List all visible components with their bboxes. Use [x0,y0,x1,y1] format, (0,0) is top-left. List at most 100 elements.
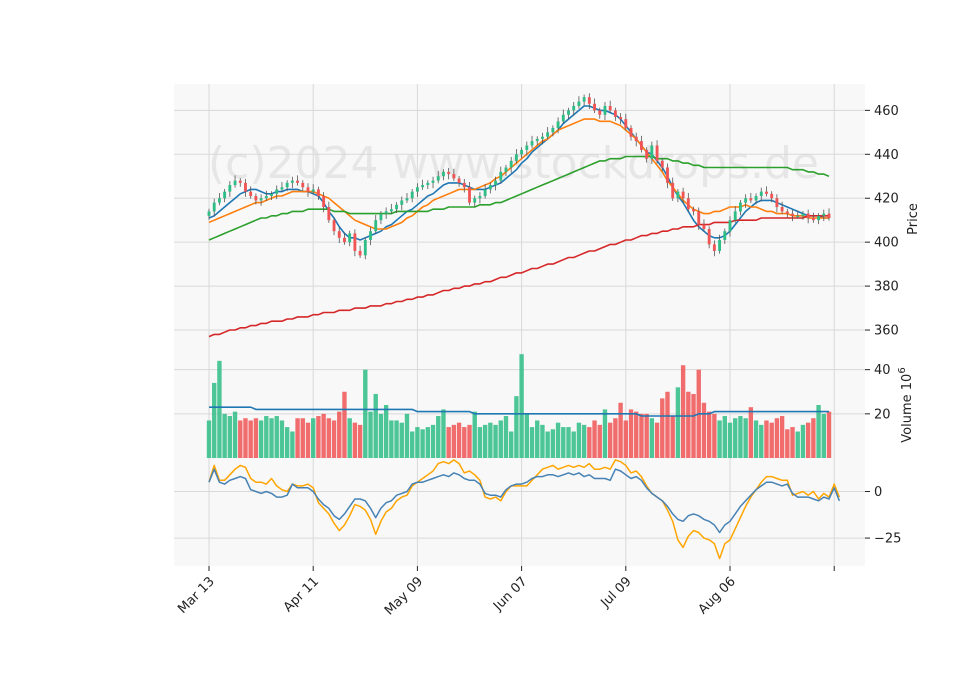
volume-bar [701,402,707,458]
volume-bar [555,422,561,458]
candle-up [494,180,497,186]
candle-down [765,191,768,194]
volume-bar [222,413,227,458]
x-tick-label: Jul 09 [598,574,635,611]
volume-y-tick-label: 40 [874,363,891,378]
candlesticks [207,93,831,260]
volume-bar [227,416,233,458]
candle-up [348,233,352,243]
volume-bar [795,431,800,458]
volume-bar [342,391,347,458]
candle-up [567,110,570,115]
candle-up [546,132,550,137]
indicator-line [208,459,841,560]
candle-down [640,141,643,150]
candle-down [655,145,659,161]
candle-down [702,224,706,229]
volume-bar [790,427,795,458]
candle-down [301,182,305,188]
candle-up [744,198,748,203]
candle-down [671,182,675,199]
candle-up [488,185,492,190]
volume-bar [493,424,498,458]
candle-down [624,119,628,128]
price-y-tick-label: 440 [874,148,899,163]
candle-up [572,105,576,111]
volume-bar [686,391,691,458]
indicator-panel-bg [174,458,865,566]
candle-down [593,103,596,111]
candle-down [712,244,716,251]
price-y-tick-label: 360 [874,324,899,339]
volume-bar [357,424,363,458]
candle-up [514,154,518,161]
volume-bar [743,418,748,458]
volume-bar [717,420,722,458]
candle-down [447,171,451,175]
volume-bar [680,365,686,458]
candle-down [681,191,685,199]
candle-up [442,171,445,177]
candle-down [244,182,247,192]
candle-up [478,196,482,199]
candle-up [723,231,727,240]
volume-bar [477,427,483,458]
volume-bar [748,407,754,458]
volume-bar [785,429,790,458]
candle-up [207,211,211,216]
volume-bar [503,416,509,458]
moving-average-line [208,155,830,241]
candle-up [421,185,425,188]
volume-bar [649,418,655,458]
candle-down [707,228,711,245]
volume-bar [566,427,571,458]
indicator-line [208,468,841,534]
candle-up [535,138,539,142]
candle-down [629,127,633,137]
volume-bar [404,413,410,458]
candle-down [462,182,466,188]
candle-up [379,213,383,221]
candle-up [311,189,315,192]
candle-up [483,189,487,197]
x-tick-label: May 09 [382,574,426,618]
volume-bar [295,418,300,458]
indicator-y-tick-label: −25 [874,532,901,547]
volume-bar [753,420,759,458]
candle-down [238,180,242,183]
volume-bar [587,427,592,458]
volume-bar [550,429,556,458]
volume-bar [727,422,733,458]
volume-bar [316,416,321,458]
volume-bar [430,424,436,458]
volume-bar [399,422,404,458]
volume-bar [462,427,467,458]
x-tick-label: Mar 13 [175,574,218,617]
volume-bar [639,413,644,458]
candle-down [692,209,695,212]
volume-bar [738,416,743,458]
price-y-tick-label: 380 [874,280,899,295]
volume-bar [311,418,316,458]
volume-bar [284,427,290,458]
price-panel-bg [174,84,865,352]
candle-up [426,182,430,186]
candle-up [718,239,722,251]
price-y-tick-label: 420 [874,192,899,207]
volume-bar [300,418,305,458]
candle-up [582,97,586,102]
volume-bar [279,420,285,458]
x-tick-label: Jun 07 [490,574,530,614]
candle-down [457,178,461,183]
candle-down [353,233,357,251]
volume-bar [607,422,613,458]
candle-up [473,198,477,203]
volume-bar [206,420,212,458]
volume-bar [326,418,332,458]
volume-bar [363,369,368,458]
candle-up [259,198,263,201]
candle-up [280,187,284,190]
volume-bar [415,427,420,458]
volume-moving-average [209,406,829,417]
volume-bar [628,409,634,458]
